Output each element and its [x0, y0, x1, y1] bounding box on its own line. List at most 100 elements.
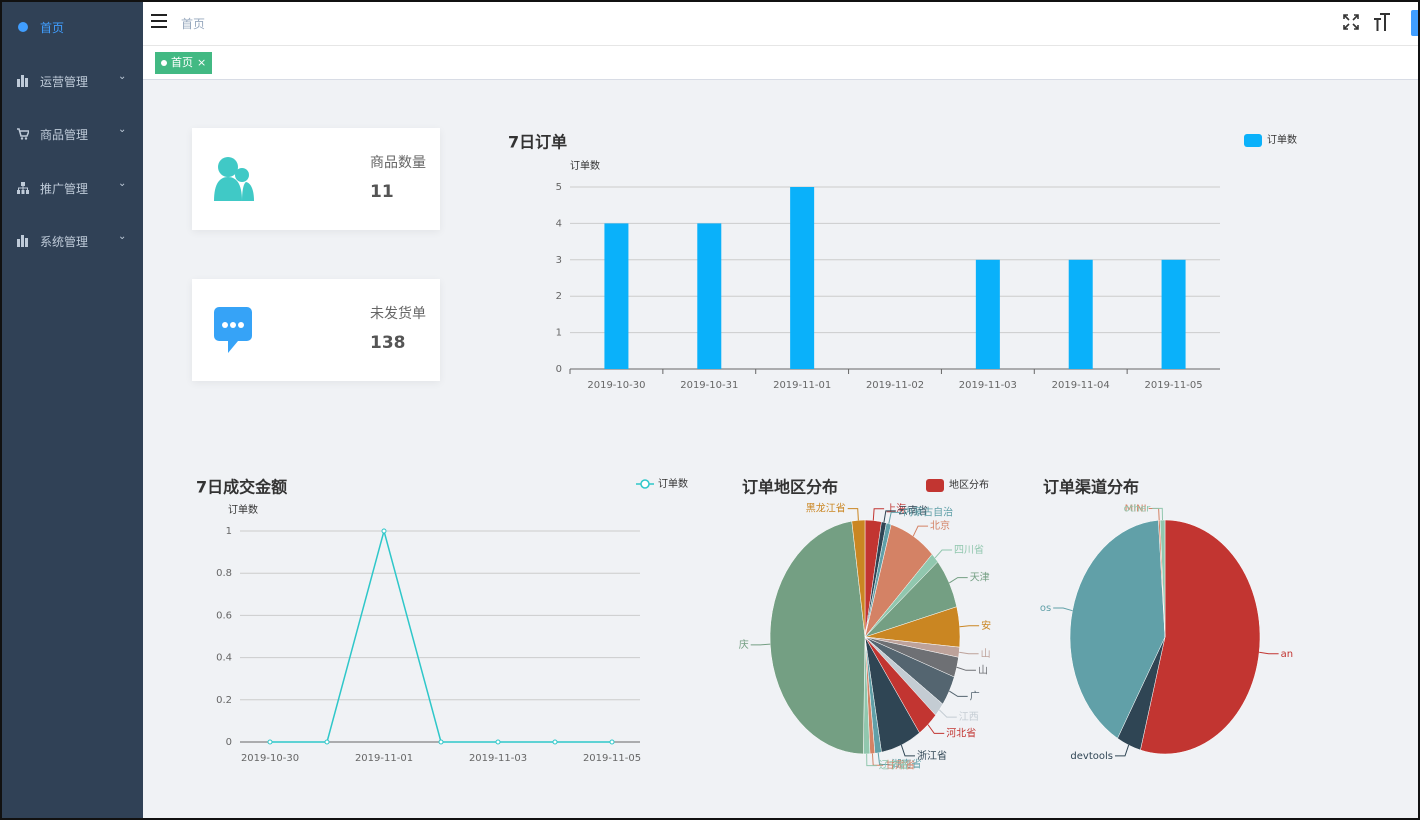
- legend-label: 订单数: [1267, 133, 1297, 146]
- chart-title: 订单渠道分布: [1043, 478, 1139, 497]
- pie-slice: [864, 521, 887, 638]
- chart-title: 订单地区分布: [742, 478, 838, 497]
- arrow: ⌄: [118, 231, 127, 242]
- card-label: 商品数量: [370, 155, 426, 171]
- point: [267, 739, 273, 745]
- menu-item[interactable]: 运营管理 ⌄: [0, 71, 143, 91]
- menu-item[interactable]: 商品管理 ⌄: [0, 124, 143, 144]
- slice-label: 广: [970, 690, 980, 702]
- label-line: [959, 625, 980, 628]
- pie-slice: [864, 524, 933, 638]
- menu-label: 推广管理: [40, 182, 89, 196]
- x-tick-label: 2019-11-02: [866, 380, 924, 391]
- point: [552, 739, 558, 745]
- bar: [790, 187, 815, 369]
- x-tick-label: 2019-11-03: [959, 380, 1017, 391]
- pie-slice: [1159, 519, 1166, 638]
- slice-label: 安: [981, 619, 991, 632]
- icon: [17, 128, 29, 140]
- pie-slice: [864, 636, 920, 753]
- y-tick-label: 0: [226, 737, 232, 748]
- label-line: [1115, 744, 1130, 757]
- y-tick-label: 0.8: [216, 568, 232, 579]
- label-line: [948, 690, 968, 697]
- slice-label: MINI: [1125, 504, 1147, 515]
- slice-label: 黑龙江省: [806, 502, 846, 515]
- x-tick-label: 2019-10-30: [587, 380, 645, 391]
- label-line: [1259, 651, 1279, 655]
- slice-label: 浙江省: [917, 749, 947, 762]
- arrow: ⌄: [118, 71, 127, 82]
- slice-label: 四川省: [954, 543, 984, 556]
- label-line: [871, 753, 884, 766]
- label-line: [877, 752, 890, 765]
- x-tick-label: 2019-11-01: [773, 380, 831, 391]
- slice-label: 河北省: [946, 726, 976, 739]
- bar: [1068, 259, 1093, 369]
- chart-title: 7日订单: [508, 133, 567, 152]
- size-icon[interactable]: [1373, 12, 1391, 32]
- slice-label: 云南省: [898, 504, 928, 517]
- x-tick-label: 2019-11-05: [1145, 380, 1203, 391]
- y-tick-label: 0: [556, 364, 562, 375]
- pie-slice: [863, 636, 871, 755]
- label-line: [948, 577, 968, 584]
- pie-slice: [864, 636, 959, 678]
- card-value: 11: [370, 182, 394, 202]
- y-axis-label: 订单数: [228, 503, 258, 516]
- x-tick-label: 2019-11-05: [583, 753, 641, 764]
- x-tick-label: 2019-10-30: [241, 753, 299, 764]
- slice-label: 山: [981, 648, 991, 660]
- legend-swatch: [926, 479, 944, 492]
- slice-label: devtools: [1070, 751, 1113, 762]
- tag-close[interactable]: ×: [197, 56, 207, 69]
- slice-label: 辽宁省: [879, 759, 909, 772]
- tag-dot: [161, 60, 167, 66]
- pie-slice: [864, 636, 936, 734]
- slice-label: 内蒙古自治: [903, 505, 953, 518]
- slice-label: 甘肃省: [885, 758, 915, 771]
- stat-card[interactable]: 未发货单 138: [192, 279, 440, 381]
- x-tick-label: 2019-11-03: [469, 753, 527, 764]
- label-line: [934, 549, 953, 559]
- label-line: [1053, 607, 1073, 612]
- icon: [18, 22, 28, 32]
- pie-slice: [1117, 636, 1166, 751]
- fullscreen-icon[interactable]: [1343, 14, 1359, 30]
- sidebar: 首页 运营管理 ⌄ 商品管理 ⌄ 推广管理 ⌄ 系统管理 ⌄: [0, 0, 143, 820]
- y-axis-label: 订单数: [570, 159, 600, 172]
- pie-slice: [1158, 519, 1166, 638]
- pie-slice: [769, 520, 866, 755]
- y-tick-label: 0.4: [216, 653, 232, 664]
- chart-title: 7日成交金额: [196, 478, 287, 497]
- avatar[interactable]: [1411, 10, 1420, 36]
- breadcrumb: 首页: [181, 17, 206, 31]
- stat-card[interactable]: 商品数量 11: [192, 128, 440, 230]
- icon: [17, 182, 29, 194]
- slice-label: 天津: [970, 572, 990, 584]
- tags-view: 首页 ×: [143, 46, 1420, 80]
- bar: [604, 223, 629, 369]
- pie-slice: [864, 561, 958, 638]
- tag[interactable]: 首页 ×: [155, 52, 212, 74]
- pie-slice: [864, 522, 892, 638]
- label-line: [927, 724, 945, 734]
- menu-item[interactable]: 系统管理 ⌄: [0, 231, 143, 251]
- menu-item[interactable]: 首页: [0, 17, 143, 37]
- hamburger[interactable]: [151, 14, 167, 28]
- menu-item[interactable]: 推广管理 ⌄: [0, 178, 143, 198]
- y-tick-label: 0.2: [216, 695, 232, 706]
- x-tick-label: 2019-10-31: [680, 380, 738, 391]
- line: [270, 528, 612, 743]
- label-line: [872, 508, 885, 521]
- y-tick-label: 5: [556, 182, 562, 193]
- pie-slice: [864, 636, 960, 658]
- slice-label: 湖南省: [892, 757, 922, 770]
- pie-slice: [1140, 519, 1261, 755]
- pie-slice: [864, 636, 955, 705]
- bar: [697, 223, 722, 369]
- bar: [975, 259, 1000, 369]
- label-line: [883, 510, 896, 523]
